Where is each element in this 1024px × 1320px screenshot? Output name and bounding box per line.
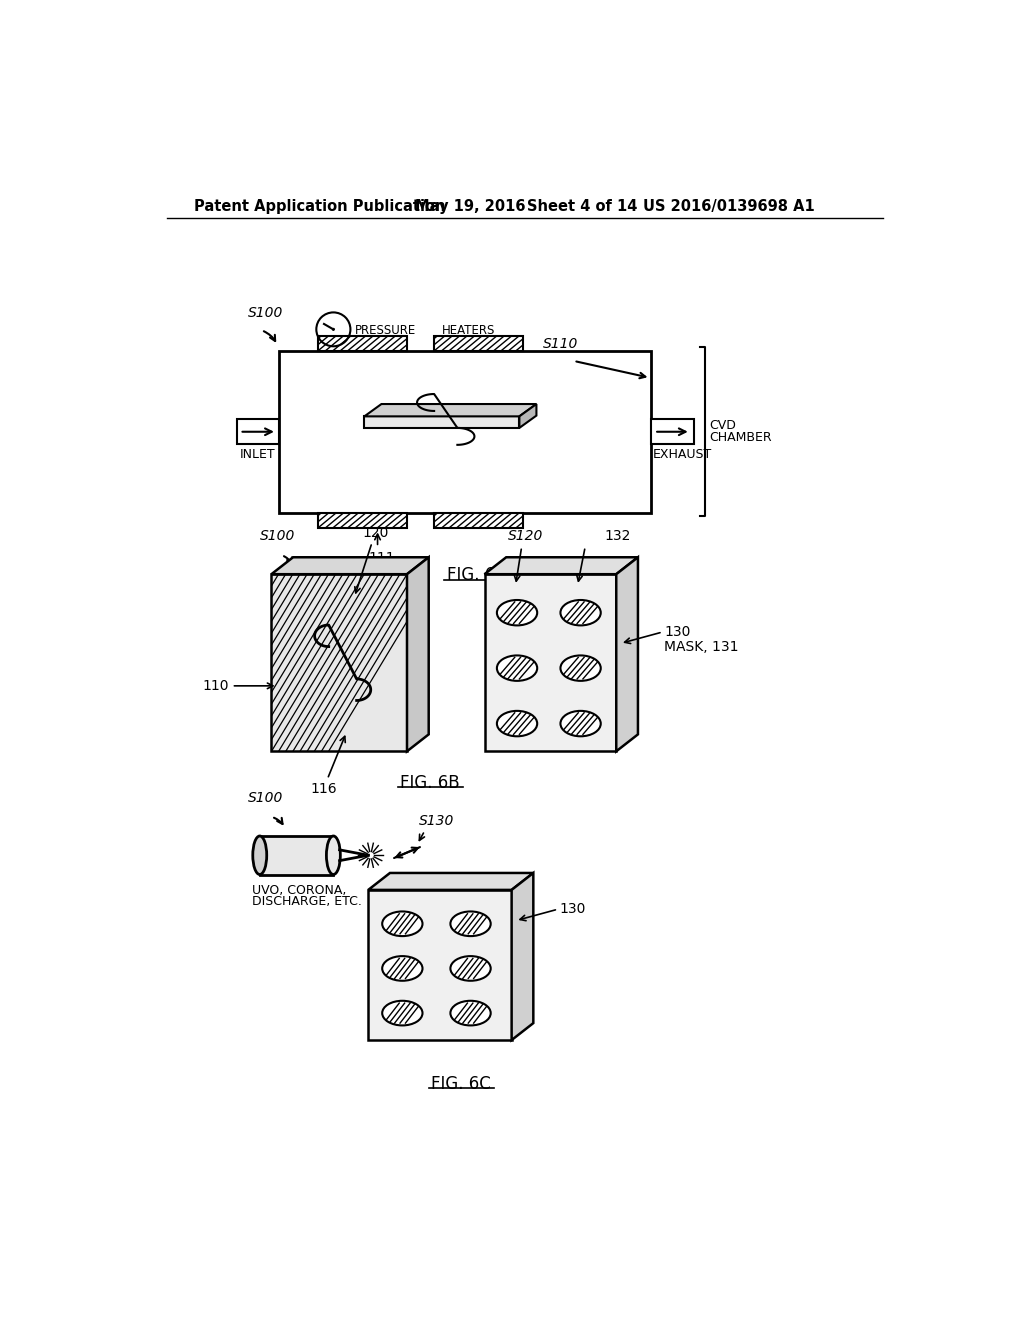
Text: EXHAUST: EXHAUST: [652, 447, 712, 461]
Text: FIG. 6A: FIG. 6A: [446, 566, 507, 585]
Bar: [651, 420, 693, 444]
Ellipse shape: [497, 601, 538, 626]
Polygon shape: [271, 574, 407, 751]
Text: 130: 130: [665, 624, 690, 639]
Ellipse shape: [451, 911, 490, 936]
Text: FIG. 6B: FIG. 6B: [400, 775, 460, 792]
Text: S100: S100: [248, 306, 284, 321]
Bar: [434, 512, 523, 528]
Ellipse shape: [382, 956, 423, 981]
Polygon shape: [369, 890, 512, 1040]
Text: 130: 130: [560, 902, 586, 916]
Polygon shape: [271, 574, 407, 751]
Bar: [317, 512, 407, 528]
Ellipse shape: [560, 711, 601, 737]
Bar: [434, 335, 523, 351]
Text: DISCHARGE, ETC.: DISCHARGE, ETC.: [252, 895, 361, 908]
Polygon shape: [271, 557, 429, 574]
Ellipse shape: [451, 1001, 490, 1026]
Bar: [317, 335, 407, 351]
Circle shape: [332, 327, 335, 331]
Text: 111: 111: [368, 552, 394, 565]
Text: 110: 110: [203, 678, 273, 693]
Text: S110: S110: [543, 337, 578, 351]
Text: GAUGE: GAUGE: [355, 334, 397, 347]
Polygon shape: [616, 557, 638, 751]
Bar: [237, 420, 280, 444]
Text: 132: 132: [604, 529, 631, 544]
Ellipse shape: [382, 911, 423, 936]
Text: May 19, 2016: May 19, 2016: [415, 198, 525, 214]
Polygon shape: [484, 557, 638, 574]
Text: UVO, CORONA,: UVO, CORONA,: [252, 884, 346, 896]
Polygon shape: [369, 873, 534, 890]
Text: FIG. 6C: FIG. 6C: [431, 1074, 492, 1093]
Bar: [434, 335, 523, 351]
Polygon shape: [365, 416, 519, 428]
Polygon shape: [407, 557, 429, 751]
Ellipse shape: [560, 601, 601, 626]
Text: US 2016/0139698 A1: US 2016/0139698 A1: [643, 198, 815, 214]
Text: 120: 120: [354, 525, 388, 593]
Text: INLET: INLET: [240, 447, 275, 461]
Text: HEATERS: HEATERS: [442, 323, 496, 337]
Bar: [317, 335, 407, 351]
Text: S100: S100: [260, 529, 295, 544]
Text: S120: S120: [508, 529, 543, 544]
Text: Patent Application Publication: Patent Application Publication: [194, 198, 445, 214]
Polygon shape: [512, 873, 534, 1040]
Bar: [280, 351, 651, 512]
Ellipse shape: [451, 956, 490, 981]
Ellipse shape: [253, 836, 266, 874]
Ellipse shape: [327, 836, 340, 874]
Ellipse shape: [497, 656, 538, 681]
Text: S130: S130: [419, 814, 454, 829]
Polygon shape: [365, 404, 537, 416]
Text: MASK, 131: MASK, 131: [665, 640, 738, 655]
Text: 116: 116: [310, 737, 345, 796]
Text: PRESSURE: PRESSURE: [355, 323, 417, 337]
Ellipse shape: [560, 656, 601, 681]
Bar: [434, 512, 523, 528]
Text: CHAMBER: CHAMBER: [710, 432, 772, 445]
Text: S100: S100: [248, 791, 284, 805]
Polygon shape: [519, 404, 537, 428]
Bar: [317, 512, 407, 528]
Bar: [260, 836, 334, 874]
Polygon shape: [484, 574, 616, 751]
Ellipse shape: [497, 711, 538, 737]
Ellipse shape: [382, 1001, 423, 1026]
Text: Sheet 4 of 14: Sheet 4 of 14: [527, 198, 638, 214]
Text: CVD: CVD: [710, 418, 736, 432]
